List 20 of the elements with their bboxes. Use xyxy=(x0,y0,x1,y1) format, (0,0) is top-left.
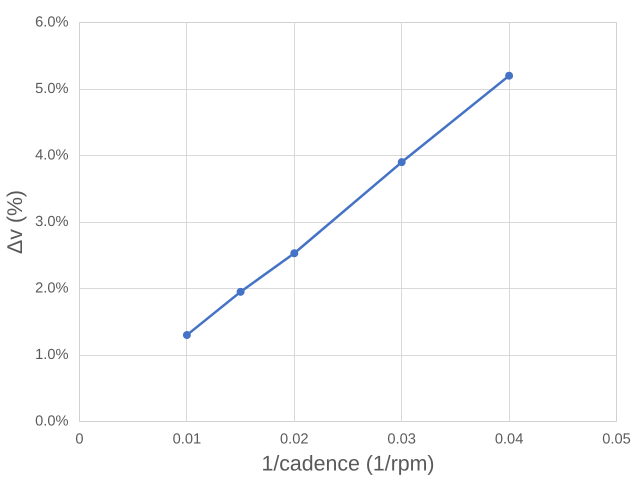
y-tick-label: 0.0% xyxy=(35,414,68,430)
point xyxy=(505,72,514,80)
y-tick-label: 4.0% xyxy=(35,148,68,164)
x-tick-label: 0 xyxy=(75,432,84,448)
x-tick-label: 0.04 xyxy=(494,432,524,448)
y-tick-label: 2.0% xyxy=(35,280,68,296)
point xyxy=(236,288,245,296)
point xyxy=(182,331,191,340)
point xyxy=(290,249,298,258)
y-axis-title: Δv (%) xyxy=(3,190,28,254)
x-tick-label: 0.05 xyxy=(602,432,631,448)
y-tick-label: 1.0% xyxy=(35,347,68,363)
y-tick-label: 5.0% xyxy=(35,81,68,97)
x-tick-label: 0.02 xyxy=(280,432,309,448)
x-tick-label: 0.03 xyxy=(387,432,416,448)
y-tick-label: 6.0% xyxy=(35,14,68,30)
point xyxy=(398,158,406,166)
y-tick-label: 3.0% xyxy=(35,214,68,230)
x-tick-label: 0.01 xyxy=(172,432,202,448)
x-axis-title: 1/cadence (1/rpm) xyxy=(261,452,435,476)
